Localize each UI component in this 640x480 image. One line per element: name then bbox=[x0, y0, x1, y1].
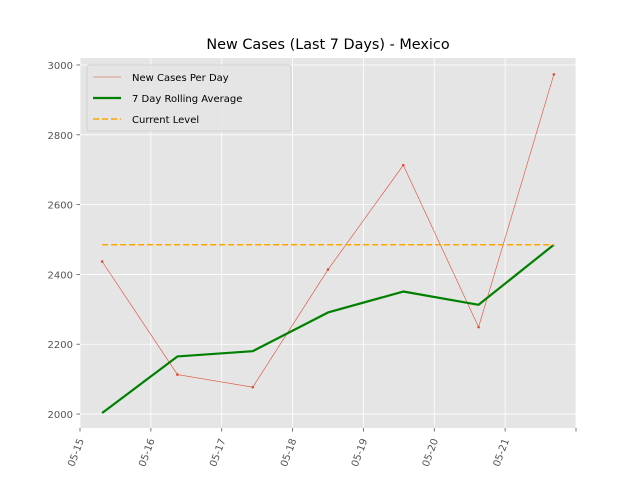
data-point bbox=[477, 325, 480, 329]
data-point bbox=[100, 260, 104, 263]
rolling-average-line bbox=[101, 243, 555, 414]
series-7-day-rolling-average bbox=[101, 243, 555, 414]
legend-label: 7 Day Rolling Average bbox=[132, 94, 242, 105]
data-point bbox=[401, 163, 405, 167]
y-tick-label: 2000 bbox=[48, 410, 73, 421]
y-axis: 2000 2200 2400 2600 2800 3000 bbox=[48, 61, 80, 421]
legend: New Cases Per Day 7 Day Rolling Average Cu… bbox=[86, 64, 292, 132]
legend-box bbox=[86, 64, 292, 132]
data-point bbox=[251, 385, 255, 389]
y-tick-label: 3000 bbox=[48, 61, 73, 72]
series-layer bbox=[100, 73, 556, 414]
y-tick-label: 2200 bbox=[48, 340, 73, 351]
legend-label: New Cases Per Day bbox=[132, 73, 229, 84]
series-new-cases-per-day bbox=[100, 73, 556, 389]
grid bbox=[79, 58, 577, 428]
data-point bbox=[552, 73, 556, 76]
y-tick-label: 2800 bbox=[48, 131, 73, 142]
data-point bbox=[326, 268, 330, 271]
legend-label: Current Level bbox=[132, 115, 199, 126]
data-point bbox=[176, 373, 179, 376]
y-tick-label: 2400 bbox=[48, 270, 73, 281]
y-tick-label: 2600 bbox=[48, 201, 73, 212]
chart-title: New Cases (Last 7 Days) - Mexico bbox=[206, 37, 449, 53]
